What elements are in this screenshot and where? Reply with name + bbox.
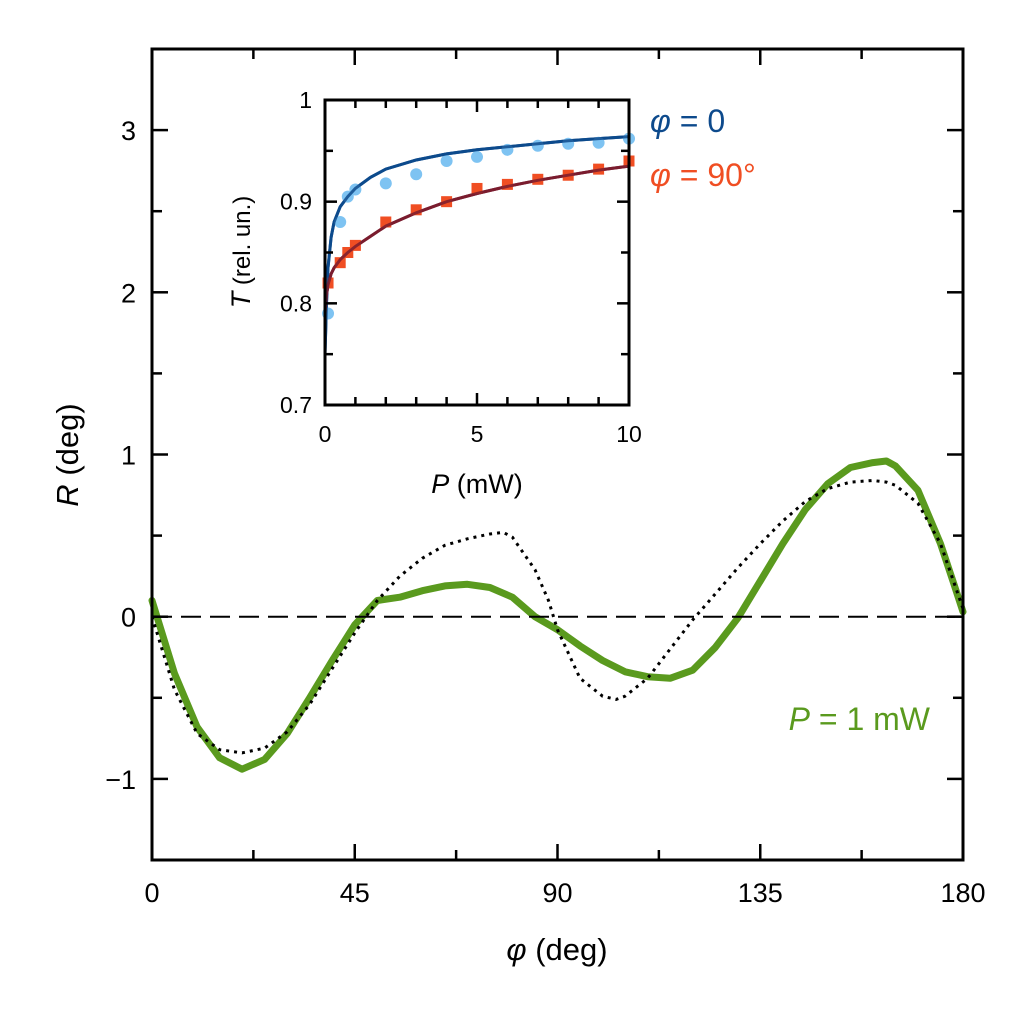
main-plot-marks xyxy=(148,457,967,773)
legend-entry-phi-90: φ = 90° xyxy=(650,157,756,193)
phi-0-data-point xyxy=(440,155,453,167)
measured-rotation-curve xyxy=(148,457,967,773)
y-tick-label: 1 xyxy=(121,441,136,471)
inset-y-axis-title: T (rel. un.) xyxy=(226,196,256,309)
phi-90-data-point xyxy=(334,257,346,269)
phi-0-data-point xyxy=(471,150,483,163)
x-tick-label: 0 xyxy=(144,878,159,908)
phi-90-data-point xyxy=(471,182,483,194)
phi-90-data-point xyxy=(501,178,513,190)
phi-0-data-point xyxy=(334,216,347,228)
phi-90-data-point xyxy=(380,216,392,228)
inset-x-tick-label: 5 xyxy=(471,421,484,447)
main-y-axis-title: R (deg) xyxy=(50,403,85,506)
inset-y-tick-label: 1 xyxy=(299,87,312,113)
phi-0-data-point xyxy=(531,139,544,152)
inset-y-tick-label: 0.9 xyxy=(280,189,312,215)
x-tick-label: 90 xyxy=(542,878,572,908)
y-tick-label: 2 xyxy=(121,278,136,308)
x-tick-label: 180 xyxy=(940,878,985,908)
y-tick-label: −1 xyxy=(105,765,136,795)
inset-y-tick-label: 0.8 xyxy=(280,290,312,316)
y-tick-label: 0 xyxy=(121,603,136,633)
model-rotation-curve xyxy=(150,478,965,755)
fit-curve-overlay xyxy=(323,164,630,314)
inset-x-tick-label: 10 xyxy=(616,421,642,447)
x-tick-label: 135 xyxy=(738,878,783,908)
x-tick-label: 45 xyxy=(340,878,370,908)
inset-x-axis-title: P (mW) xyxy=(431,469,522,499)
fit-curve-overlay xyxy=(323,135,630,355)
main-axis-ticks: 0 45 90 135 180 −1 0 1 2 3 xyxy=(105,47,986,908)
main-x-axis-title: φ (deg) xyxy=(506,932,607,967)
y-tick-label: 3 xyxy=(121,116,136,146)
inset-axis-ticks: 0 5 10 0.7 0.8 0.9 1 xyxy=(280,87,642,447)
phi-0-data-point xyxy=(410,168,423,181)
phi-0-data-point xyxy=(379,177,392,190)
phi-90-data-point xyxy=(410,204,422,216)
inset-background xyxy=(325,100,629,405)
inset-y-tick-label: 0.7 xyxy=(280,392,312,418)
legend-entry-phi-0: φ = 0 xyxy=(650,103,725,139)
power-annotation: P = 1 mW xyxy=(789,701,931,737)
inset-x-tick-label: 0 xyxy=(319,421,332,447)
